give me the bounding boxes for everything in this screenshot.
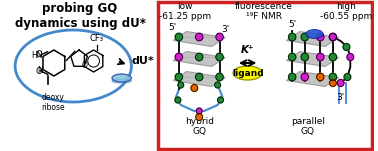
Ellipse shape (112, 79, 132, 83)
Circle shape (175, 53, 183, 61)
Text: probing GQ
dynamics using dU*: probing GQ dynamics using dU* (14, 2, 146, 30)
Circle shape (175, 73, 183, 81)
Polygon shape (173, 32, 225, 47)
FancyBboxPatch shape (158, 2, 372, 149)
Circle shape (288, 53, 296, 61)
Circle shape (216, 53, 223, 61)
Text: parallel
GQ: parallel GQ (291, 117, 325, 136)
Circle shape (191, 85, 198, 92)
Ellipse shape (233, 66, 262, 80)
Polygon shape (287, 32, 339, 47)
Circle shape (288, 73, 296, 81)
Circle shape (175, 33, 183, 41)
Circle shape (196, 114, 203, 120)
Circle shape (301, 53, 308, 61)
Circle shape (317, 53, 324, 61)
Circle shape (329, 33, 336, 41)
Polygon shape (173, 72, 225, 87)
Text: 5': 5' (288, 20, 296, 29)
Text: CF₃: CF₃ (90, 34, 104, 43)
Text: deoxy
ribose: deoxy ribose (41, 93, 65, 112)
Circle shape (301, 33, 308, 41)
Circle shape (329, 53, 336, 61)
Ellipse shape (306, 29, 323, 39)
Circle shape (337, 79, 344, 87)
Circle shape (344, 74, 351, 80)
Circle shape (218, 97, 223, 103)
Polygon shape (173, 51, 225, 66)
Text: O: O (35, 50, 42, 59)
Text: ligand: ligand (232, 69, 263, 77)
Text: N: N (37, 66, 43, 75)
Circle shape (178, 82, 184, 88)
Circle shape (216, 73, 223, 81)
Text: K⁺: K⁺ (241, 45, 254, 55)
Text: hybrid
GQ: hybrid GQ (185, 117, 214, 136)
Circle shape (216, 33, 223, 41)
Circle shape (215, 82, 220, 88)
Polygon shape (287, 72, 339, 87)
Circle shape (195, 33, 203, 41)
Text: 5': 5' (169, 23, 177, 32)
Text: 3': 3' (337, 93, 345, 102)
Circle shape (288, 33, 296, 41)
Ellipse shape (112, 74, 132, 82)
Circle shape (175, 97, 181, 103)
Circle shape (317, 33, 324, 41)
Text: high
-60.55 ppm: high -60.55 ppm (320, 2, 373, 21)
Circle shape (317, 73, 324, 81)
Text: O: O (35, 67, 42, 76)
Text: HN: HN (31, 51, 43, 60)
Circle shape (301, 73, 308, 81)
Polygon shape (287, 51, 339, 66)
Circle shape (347, 53, 354, 61)
Text: low
-61.25 ppm: low -61.25 ppm (159, 2, 211, 21)
Circle shape (195, 73, 203, 81)
Circle shape (343, 43, 350, 50)
Circle shape (195, 53, 203, 61)
Circle shape (330, 79, 336, 87)
Text: O: O (81, 61, 87, 70)
Text: fluorescence
¹⁹F NMR: fluorescence ¹⁹F NMR (235, 2, 293, 21)
Text: dU*: dU* (132, 56, 154, 66)
Text: 3': 3' (222, 25, 230, 34)
Circle shape (329, 73, 336, 81)
Circle shape (330, 34, 336, 40)
Circle shape (196, 108, 202, 114)
